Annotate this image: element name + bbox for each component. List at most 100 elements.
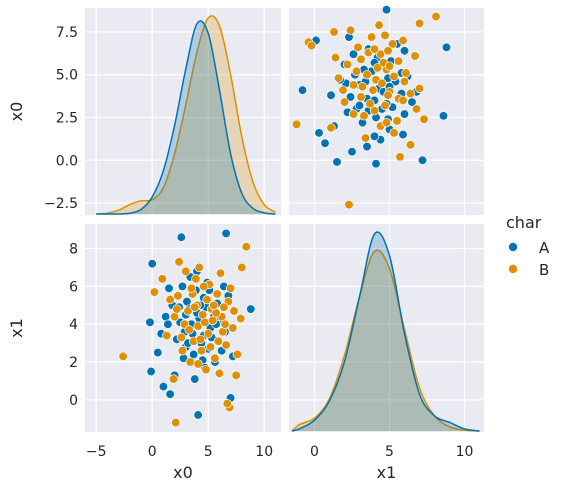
point-B-upper — [375, 49, 386, 59]
point-B-lower — [173, 291, 183, 301]
point-B-lower — [165, 294, 175, 305]
point-B-lower — [181, 266, 191, 276]
point-B-lower — [149, 287, 160, 297]
point-B-upper — [344, 200, 354, 210]
point-B-upper — [359, 111, 369, 121]
point-B-upper — [405, 88, 416, 99]
point-B-lower — [197, 310, 208, 320]
point-A-lower — [176, 232, 186, 242]
y-tick-label: 0.0 — [56, 153, 78, 169]
kde-line-x0-A — [96, 20, 276, 215]
scatter-points — [118, 5, 452, 428]
point-B-lower — [209, 300, 219, 310]
point-A-upper — [314, 128, 324, 138]
point-A-upper — [326, 90, 336, 100]
x-tick-label: 10 — [255, 444, 273, 460]
x-tick-label: 0 — [310, 444, 319, 460]
point-B-upper — [398, 35, 408, 46]
point-B-upper — [369, 105, 380, 116]
point-B-upper — [326, 123, 336, 133]
kde-line-x1-A — [291, 231, 480, 432]
point-B-lower — [219, 302, 229, 312]
kde-line-x0-B — [96, 15, 276, 215]
y-tick-label: 4 — [69, 317, 78, 333]
point-B-upper — [399, 76, 410, 87]
point-A-upper — [348, 49, 359, 59]
point-B-lower — [190, 302, 200, 312]
point-B-upper — [405, 140, 416, 150]
point-B-upper — [414, 83, 425, 94]
point-A-lower — [177, 281, 188, 292]
y-tick-label: 2 — [69, 355, 78, 371]
x-axis-label-x0: x0 — [173, 463, 193, 482]
point-A-lower — [163, 319, 173, 329]
point-B-upper — [383, 46, 393, 56]
x-tick-label: −5 — [86, 444, 107, 460]
point-B-lower — [229, 306, 239, 316]
kde-fill-x1-A — [292, 232, 480, 431]
y-tick-label: 8 — [69, 242, 78, 258]
point-A-upper — [297, 85, 308, 95]
point-A-upper — [320, 138, 330, 148]
point-B-upper — [387, 39, 398, 49]
point-B-lower — [184, 325, 194, 335]
point-A-upper — [399, 46, 410, 56]
point-A-lower — [165, 389, 175, 399]
y-axis-label-x1: x1 — [7, 318, 26, 338]
point-B-lower — [195, 334, 206, 344]
point-A-upper — [399, 109, 410, 119]
point-B-lower — [228, 323, 238, 333]
point-B-lower — [196, 346, 207, 356]
point-B-upper — [384, 61, 395, 71]
legend: char A B — [506, 213, 550, 279]
point-B-lower — [191, 274, 201, 284]
point-B-upper — [338, 85, 348, 95]
point-B-upper — [398, 95, 408, 106]
legend-marker-a — [507, 241, 518, 252]
point-B-upper — [366, 32, 377, 42]
point-B-upper — [369, 44, 380, 54]
point-B-lower — [176, 332, 186, 343]
y-axis-label-x0: x0 — [7, 102, 26, 122]
point-B-lower — [172, 304, 182, 314]
point-B-lower — [241, 242, 251, 252]
point-B-lower — [212, 289, 222, 299]
point-A-lower — [221, 228, 231, 239]
point-A-lower — [147, 259, 157, 269]
point-A-upper — [417, 155, 428, 165]
point-B-lower — [232, 349, 242, 360]
point-B-lower — [208, 315, 218, 326]
point-B-upper — [356, 92, 366, 102]
point-B-lower — [210, 353, 220, 363]
point-A-upper — [371, 159, 381, 169]
point-B-upper — [392, 116, 402, 126]
point-B-lower — [213, 336, 223, 346]
point-A-upper — [441, 42, 452, 52]
point-B-lower — [222, 398, 232, 409]
point-A-lower — [158, 381, 169, 392]
point-A-lower — [153, 347, 163, 358]
grid-lines — [85, 8, 484, 432]
y-tick-label: 7.5 — [56, 25, 78, 41]
point-B-upper — [411, 104, 422, 114]
point-B-lower — [214, 368, 225, 379]
point-B-lower — [162, 330, 172, 341]
point-B-lower — [231, 370, 241, 380]
point-B-upper — [389, 128, 399, 138]
legend-title: char — [506, 213, 542, 232]
point-B-lower — [157, 274, 167, 284]
point-B-upper — [348, 80, 359, 90]
point-B-lower — [225, 283, 236, 293]
kde-fill-x0-A — [96, 20, 276, 215]
point-B-lower — [193, 359, 203, 369]
point-A-upper — [398, 129, 408, 140]
point-B-lower — [215, 268, 226, 278]
point-A-upper — [438, 111, 449, 121]
point-B-lower — [201, 364, 211, 375]
y-tick-label: 5.0 — [56, 68, 78, 84]
point-B-lower — [202, 294, 212, 305]
y-tick-label: 2.5 — [56, 110, 78, 126]
point-A-lower — [190, 374, 200, 384]
point-B-lower — [205, 342, 216, 352]
